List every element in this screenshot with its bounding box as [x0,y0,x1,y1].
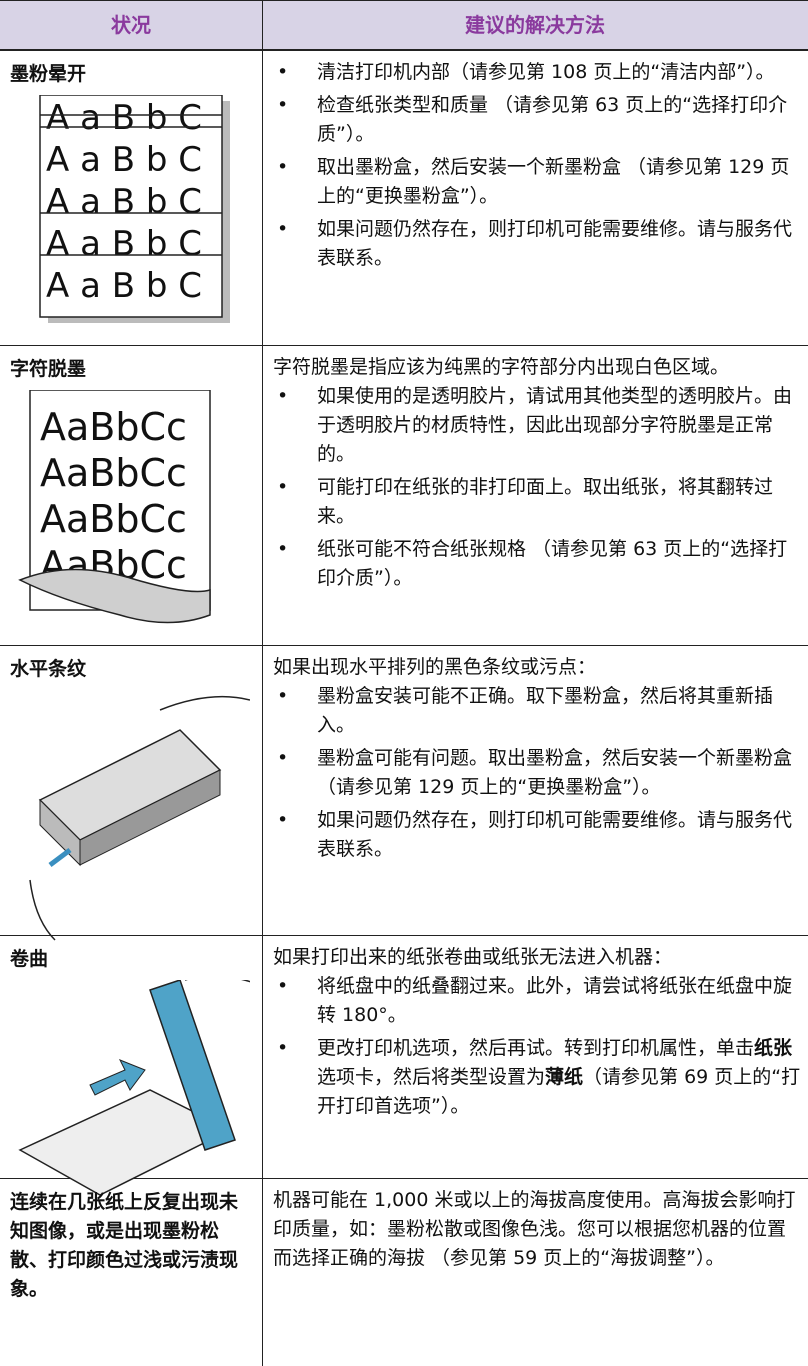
image-text: A a B b C [46,98,202,138]
bullet-dot: • [277,476,289,498]
bullet-text: 纸张可能不符合纸张规格 （请参见第 63 页上的“选择打印介质”）。 [317,538,788,589]
condition-title: 墨粉晕开 [10,63,87,85]
illustration [18,975,261,1196]
bullet-text: 墨粉盒可能有问题。取出墨粉盒，然后安装一个新墨粉盒 （请参见第 129 页上的“… [317,747,793,798]
illustration [29,695,251,941]
intro-text: 如果出现水平排列的黑色条纹或污点： [273,656,597,678]
bullet-item: • 取出墨粉盒，然后安装一个新墨粉盒 （请参见第 129 页上的“更换墨粉盒”）。 [273,153,802,211]
bullet-text: 如果问题仍然存在，则打印机可能需要维修。请与服务代表联系。 [317,809,793,860]
bullet-text: 清洁打印机内部（请参见第 108 页上的“清洁内部”）。 [317,61,775,83]
image-text: A a B b C [46,224,202,264]
bullet-item: • 可能打印在纸张的非打印面上。取出纸张，将其翻转过来。 [273,473,802,531]
bullet-dot: • [277,975,289,997]
condition-cell: 字符脱墨 AaBbCc AaBbCc AaBbCc AaBbCc [0,345,262,645]
bold-run: 纸张 [754,1037,793,1059]
intro-text: 机器可能在 1,000 米或以上的海拔高度使用。高海拔会影响打印质量，如：墨粉松… [273,1189,796,1269]
bullet-text: 墨粉盒安装可能不正确。取下墨粉盒，然后将其重新插入。 [317,685,774,736]
bullet-dot: • [277,61,289,83]
solution-cell: 如果出现水平排列的黑色条纹或污点： • 墨粉盒安装可能不正确。取下墨粉盒，然后将其重… [263,645,808,935]
bullet-item: • 如果使用的是透明胶片，请试用其他类型的透明胶片。由于透明胶片的材质特性，因此出… [273,382,802,469]
bullet-item: • 墨粉盒可能有问题。取出墨粉盒，然后安装一个新墨粉盒 （请参见第 129 页上的… [273,744,802,802]
bullet-text: 取出墨粉盒，然后安装一个新墨粉盒 （请参见第 129 页上的“更换墨粉盒”）。 [317,156,790,207]
header-cell: 状况 [0,0,262,50]
bullet-item: • 纸张可能不符合纸张规格 （请参见第 63 页上的“选择打印介质”）。 [273,535,802,593]
rule [0,0,808,1]
condition-title: 水平条纹 [10,658,87,680]
bullet-item: • 将纸盘中的纸叠翻过来。此外，请尝试将纸张在纸盘中旋转 180°。 [273,972,802,1030]
bullet-text: 将纸盘中的纸叠翻过来。此外，请尝试将纸张在纸盘中旋转 180°。 [317,975,793,1026]
bullet-dot: • [277,385,289,407]
bullet-dot: • [277,685,289,707]
image-text: A a B b C [46,182,202,222]
solution-cell: • 清洁打印机内部（请参见第 108 页上的“清洁内部”）。 • 检查纸张类型和质量 … [263,50,808,345]
image-text: A a B b C [46,140,202,180]
bullet-text: 检查纸张类型和质量 （请参见第 63 页上的“选择打印介质”）。 [317,94,788,145]
rule [0,1178,808,1179]
bullet-dot: • [277,538,289,560]
solution-cell: 机器可能在 1,000 米或以上的海拔高度使用。高海拔会影响打印质量，如：墨粉松… [263,1178,808,1366]
illustration: A a B b CA a B b CA a B b CA a B b CA a … [39,94,230,323]
bullet-item: • 更改打印机选项，然后再试。转到打印机属性，单击纸张选项卡，然后将类型设置为薄纸… [273,1034,802,1121]
bold-run: 薄纸 [545,1066,584,1088]
bullet-item: • 清洁打印机内部（请参见第 108 页上的“清洁内部”）。 [273,58,802,87]
text-run: 更改打印机选项，然后再试。转到打印机属性，单击 [317,1037,755,1059]
condition-cell: 连续在几张纸上反复出现未知图像，或是出现墨粉松散、打印颜色过浅或污渍现象。 [0,1178,262,1366]
image-text: AaBbCc [40,497,187,541]
bullet-item: • 墨粉盒安装可能不正确。取下墨粉盒，然后将其重新插入。 [273,682,802,740]
bullet-dot: • [277,218,289,240]
text-run: 选项卡，然后将类型设置为 [317,1066,546,1088]
text-run: （请参见第 69 页上的“打开打印首选项”）。 [317,1066,801,1117]
bullet-dot: • [277,1037,289,1059]
rule [0,935,808,936]
rule [0,645,808,646]
solution-cell: 字符脱墨是指应该为纯黑的字符部分内出现白色区域。 • 如果使用的是透明胶片，请试用其… [263,345,808,645]
rule [0,345,808,346]
bullet-text: 更改打印机选项，然后再试。转到打印机属性，单击纸张选项卡，然后将类型设置为薄纸（… [317,1034,802,1121]
bullet-text: 如果问题仍然存在，则打印机可能需要维修。请与服务代表联系。 [317,218,793,269]
intro-text: 字符脱墨是指应该为纯黑的字符部分内出现白色区域。 [273,356,730,378]
image-text: AaBbCc [40,405,187,449]
bullet-item: • 如果问题仍然存在，则打印机可能需要维修。请与服务代表联系。 [273,215,802,273]
condition-cell: 卷曲 [0,935,262,1196]
rule [0,49,808,51]
bullet-item: • 如果问题仍然存在，则打印机可能需要维修。请与服务代表联系。 [273,806,802,864]
bullet-text: 如果使用的是透明胶片，请试用其他类型的透明胶片。由于透明胶片的材质特性，因此出现… [317,385,793,465]
bullet-dot: • [277,94,289,116]
image-text: A a B b C [46,266,202,306]
image-text: AaBbCc [40,451,187,495]
condition-cell: 水平条纹 [0,645,262,941]
rule [262,0,263,1366]
bullet-item: • 检查纸张类型和质量 （请参见第 63 页上的“选择打印介质”）。 [273,91,802,149]
bullet-dot: • [277,809,289,831]
condition-title: 字符脱墨 [10,358,87,380]
condition-title: 连续在几张纸上反复出现未知图像，或是出现墨粉松散、打印颜色过浅或污渍现象。 [10,1191,239,1300]
bullet-text: 可能打印在纸张的非打印面上。取出纸张，将其翻转过来。 [317,476,774,527]
solution-cell: 如果打印出来的纸张卷曲或纸张无法进入机器： • 将纸盘中的纸叠翻过来。此外，请尝试将… [263,935,808,1178]
header-cell: 建议的解决方法 [262,0,808,50]
bullet-dot: • [277,747,289,769]
intro-text: 如果打印出来的纸张卷曲或纸张无法进入机器： [273,946,673,968]
condition-title: 卷曲 [10,948,49,970]
bullet-dot: • [277,156,289,178]
